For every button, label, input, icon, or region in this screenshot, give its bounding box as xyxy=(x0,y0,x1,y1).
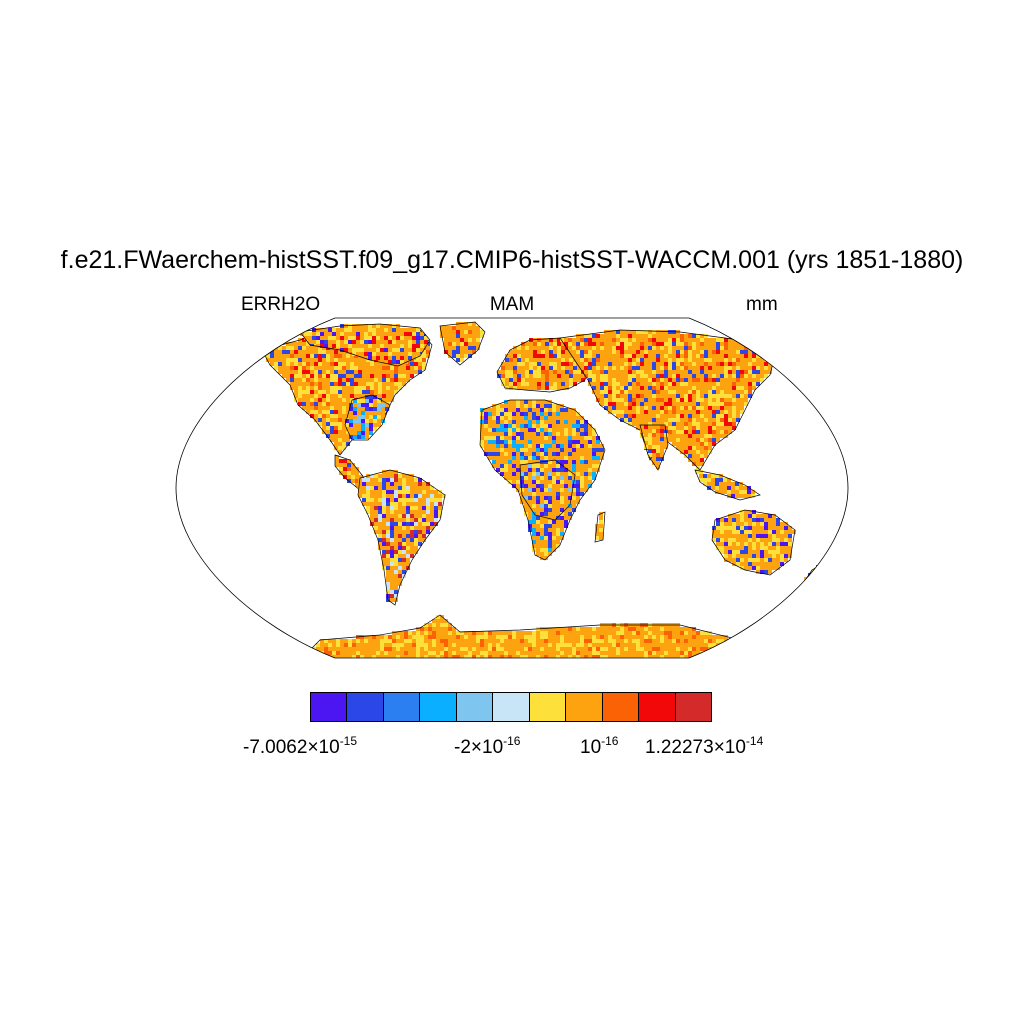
colorbar-label-pos: 10-16 xyxy=(580,734,619,758)
landmass-canada-arctic xyxy=(299,323,431,367)
colorbar-swatch-9 xyxy=(639,693,676,721)
colorbar-swatch-2 xyxy=(383,693,421,721)
landmass-greenland xyxy=(439,321,486,366)
landmass-antarctica xyxy=(299,614,761,658)
colorbar-swatch-10 xyxy=(675,693,711,721)
landmass-madagascar xyxy=(594,511,606,543)
map-title: f.e21.FWaerchem-histSST.f09_g17.CMIP6-hi… xyxy=(60,246,964,274)
landmass-new-zealand xyxy=(799,564,821,596)
landmass-australia xyxy=(711,509,796,576)
colorbar-swatch-0 xyxy=(311,693,348,721)
landmass-asia xyxy=(559,329,776,471)
colorbar-swatch-1 xyxy=(347,693,384,721)
colorbar-swatch-5 xyxy=(493,693,530,721)
colorbar-swatch-6 xyxy=(529,693,567,721)
colorbar-label-max: 1.22273×10-14 xyxy=(645,734,764,758)
colorbar xyxy=(310,692,712,722)
colorbar-swatch-4 xyxy=(456,693,494,721)
colorbar-label-neg: -2×10-16 xyxy=(454,734,521,758)
landmass-south-america xyxy=(357,469,446,606)
season-label: MAM xyxy=(489,294,535,315)
colorbar-swatch-8 xyxy=(602,693,640,721)
landmass-central-africa xyxy=(519,459,576,521)
colorbar-swatch-7 xyxy=(566,693,603,721)
land-cells xyxy=(261,321,821,658)
landmass-india xyxy=(639,424,669,471)
variable-label: ERRH2O xyxy=(241,294,321,315)
units-label: mm xyxy=(746,294,778,315)
globe-outline xyxy=(175,317,849,659)
colorbar-swatch-3 xyxy=(420,693,457,721)
colorbar-label-min: -7.0062×10-15 xyxy=(243,734,358,758)
landmass-europe xyxy=(496,337,591,393)
landmass-eastern-us xyxy=(344,394,391,441)
landmass-se-asia-islands xyxy=(694,469,761,501)
